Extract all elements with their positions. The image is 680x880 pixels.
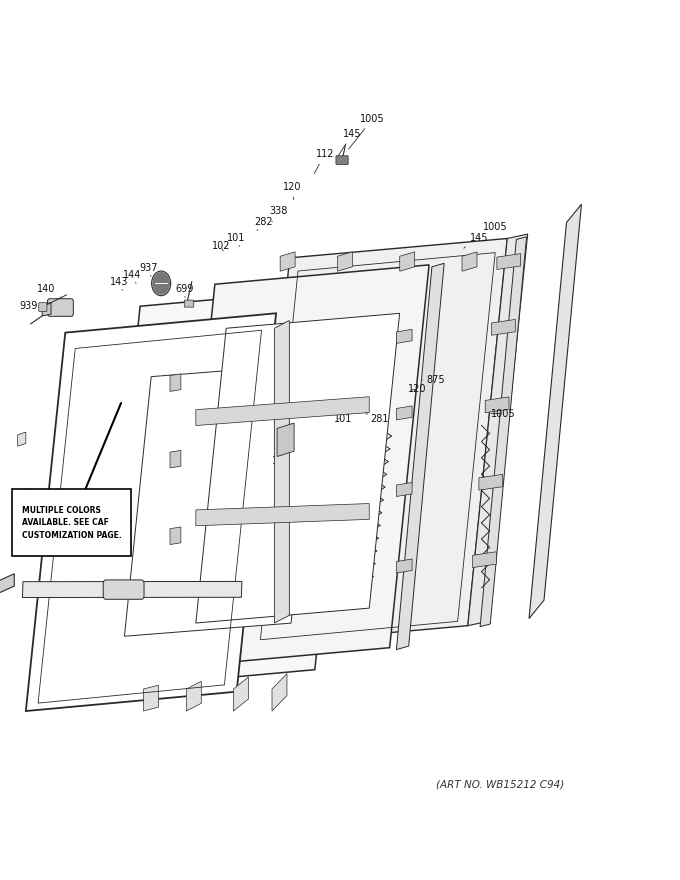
Polygon shape bbox=[480, 237, 526, 627]
Polygon shape bbox=[26, 313, 276, 711]
Text: 1005: 1005 bbox=[479, 222, 507, 236]
Text: 939: 939 bbox=[19, 301, 44, 313]
FancyBboxPatch shape bbox=[184, 300, 194, 307]
Polygon shape bbox=[473, 552, 496, 568]
Polygon shape bbox=[18, 489, 26, 503]
Text: 120: 120 bbox=[408, 384, 427, 394]
Text: 102: 102 bbox=[211, 241, 231, 252]
Polygon shape bbox=[468, 234, 528, 626]
FancyBboxPatch shape bbox=[103, 580, 144, 599]
Polygon shape bbox=[0, 574, 14, 593]
Polygon shape bbox=[272, 673, 287, 711]
Polygon shape bbox=[274, 320, 289, 623]
Text: 120: 120 bbox=[283, 181, 302, 200]
Polygon shape bbox=[396, 329, 412, 343]
Text: 281: 281 bbox=[366, 414, 389, 424]
Polygon shape bbox=[175, 265, 429, 667]
Text: MULTIPLE COLORS
AVAILABLE. SEE CAF
CUSTOMIZATION PAGE.: MULTIPLE COLORS AVAILABLE. SEE CAF CUSTO… bbox=[22, 506, 122, 539]
Polygon shape bbox=[396, 263, 444, 649]
Text: 937: 937 bbox=[139, 262, 158, 276]
Polygon shape bbox=[196, 397, 369, 426]
Polygon shape bbox=[396, 482, 412, 496]
Text: 101: 101 bbox=[334, 414, 353, 424]
Polygon shape bbox=[250, 238, 507, 645]
FancyBboxPatch shape bbox=[336, 156, 348, 165]
Polygon shape bbox=[497, 253, 521, 269]
Polygon shape bbox=[196, 503, 369, 525]
Polygon shape bbox=[280, 252, 295, 271]
Polygon shape bbox=[143, 686, 158, 711]
Polygon shape bbox=[170, 374, 181, 392]
Polygon shape bbox=[396, 559, 412, 573]
Polygon shape bbox=[529, 204, 581, 619]
Text: 338: 338 bbox=[269, 206, 288, 222]
Text: 112: 112 bbox=[314, 149, 335, 173]
Text: 101: 101 bbox=[227, 232, 246, 246]
Text: 1005: 1005 bbox=[349, 114, 385, 150]
Polygon shape bbox=[196, 313, 400, 623]
Text: 143: 143 bbox=[109, 276, 129, 290]
Polygon shape bbox=[101, 287, 354, 689]
Text: 144: 144 bbox=[123, 269, 142, 283]
Polygon shape bbox=[22, 582, 242, 598]
Polygon shape bbox=[396, 406, 412, 420]
Text: 113: 113 bbox=[272, 456, 291, 466]
Polygon shape bbox=[42, 303, 51, 316]
Polygon shape bbox=[492, 319, 515, 335]
Text: (ART NO. WB15212 C94): (ART NO. WB15212 C94) bbox=[436, 780, 564, 790]
Polygon shape bbox=[277, 423, 294, 457]
Polygon shape bbox=[337, 252, 352, 271]
Polygon shape bbox=[18, 538, 26, 552]
Polygon shape bbox=[170, 527, 181, 545]
Polygon shape bbox=[400, 252, 415, 271]
Text: 282: 282 bbox=[254, 216, 273, 231]
Polygon shape bbox=[233, 677, 248, 711]
Polygon shape bbox=[18, 432, 26, 446]
Polygon shape bbox=[186, 681, 201, 711]
Bar bbox=[12, 489, 131, 556]
Text: 1005: 1005 bbox=[491, 408, 515, 419]
FancyBboxPatch shape bbox=[48, 298, 73, 316]
Text: 140: 140 bbox=[37, 283, 61, 297]
Polygon shape bbox=[124, 363, 318, 636]
Text: 699: 699 bbox=[175, 283, 194, 297]
FancyBboxPatch shape bbox=[39, 303, 47, 312]
Text: 145: 145 bbox=[464, 232, 488, 248]
Text: 145: 145 bbox=[338, 128, 362, 156]
Text: 875: 875 bbox=[423, 375, 445, 385]
Polygon shape bbox=[486, 397, 509, 413]
Polygon shape bbox=[479, 474, 503, 490]
Text: 102: 102 bbox=[351, 405, 370, 415]
Polygon shape bbox=[462, 252, 477, 271]
Polygon shape bbox=[170, 451, 181, 468]
Circle shape bbox=[152, 272, 170, 295]
